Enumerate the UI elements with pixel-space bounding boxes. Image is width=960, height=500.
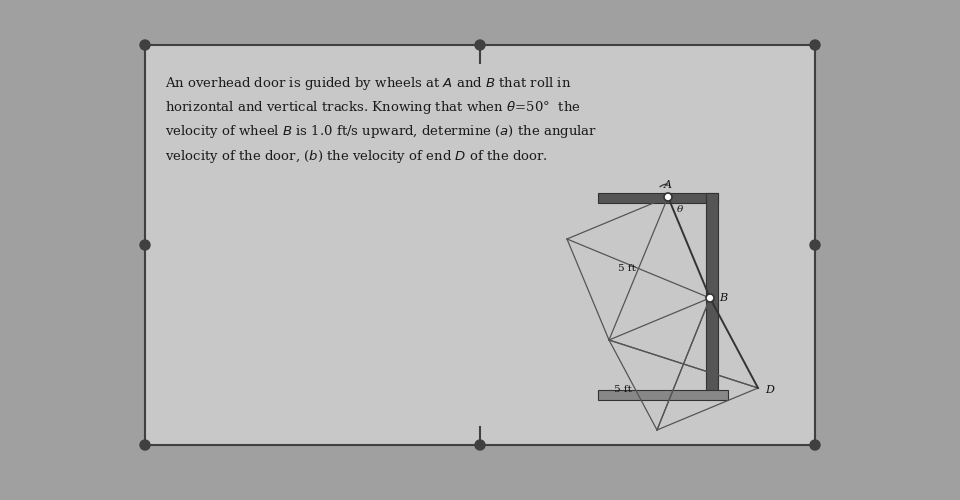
- Circle shape: [664, 193, 672, 201]
- Bar: [706, 193, 718, 393]
- Text: A: A: [664, 180, 672, 190]
- Bar: [598, 390, 728, 400]
- Circle shape: [706, 294, 714, 302]
- Circle shape: [140, 440, 150, 450]
- Circle shape: [810, 240, 820, 250]
- Text: 5 ft: 5 ft: [617, 264, 636, 273]
- Circle shape: [810, 40, 820, 50]
- Text: B: B: [719, 293, 727, 303]
- Circle shape: [140, 40, 150, 50]
- Text: An overhead door is guided by wheels at $A$ and $B$ that roll in
horizontal and : An overhead door is guided by wheels at …: [165, 75, 597, 164]
- Text: 5 ft: 5 ft: [614, 386, 632, 394]
- Text: D: D: [765, 385, 775, 395]
- Circle shape: [475, 40, 485, 50]
- Bar: [145, 45, 815, 445]
- Circle shape: [475, 440, 485, 450]
- Circle shape: [810, 440, 820, 450]
- Circle shape: [140, 240, 150, 250]
- Bar: [598, 193, 718, 203]
- Text: θ: θ: [677, 204, 684, 214]
